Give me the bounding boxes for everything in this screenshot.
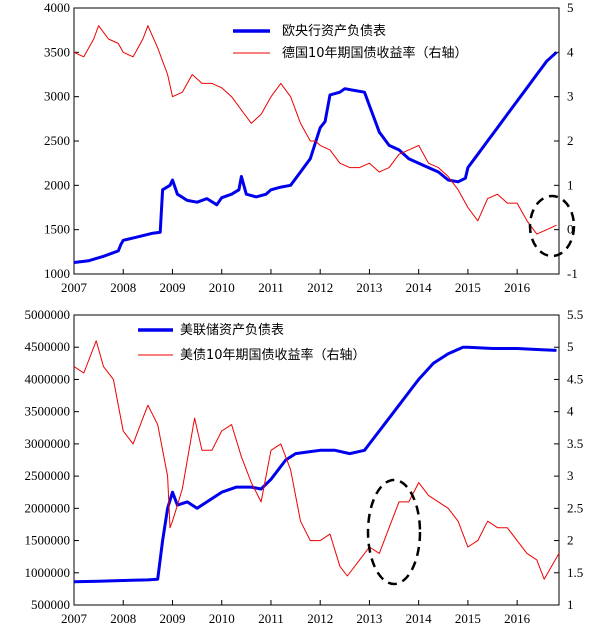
- y-left-tick-label: 3500000: [25, 404, 71, 419]
- y-axis-right: 1 1.5 2 2.5 3 3.5 4 4.5 5 5.5: [554, 307, 583, 612]
- x-tick-label: 2008: [110, 280, 136, 295]
- y-left-tick-label: 4000000: [25, 371, 71, 386]
- y-axis-right: -1 0 1 2 3 4 5: [554, 0, 578, 281]
- highlight-ellipse: [528, 194, 576, 258]
- y-left-tick-label: 2500: [44, 133, 70, 148]
- x-tick-label: 2010: [209, 280, 235, 295]
- legend: 欧央行资产负债表 德国10年期国债收益率（右轴）: [233, 24, 468, 61]
- y-right-tick-label: 5: [567, 339, 574, 354]
- y-axis-left: 1000 1500 2000 2500 3000 3500 4000: [44, 0, 79, 281]
- series-group: [73, 340, 560, 584]
- y-right-tick-label: 3: [567, 468, 574, 483]
- y-left-tick-label: 1500000: [25, 533, 71, 548]
- x-tick-label: 2014: [406, 280, 433, 295]
- x-tick-label: 2012: [307, 611, 333, 626]
- y-left-tick-label: 1000000: [25, 565, 71, 580]
- x-tick-label: 2015: [455, 611, 481, 626]
- highlight-ellipse: [366, 478, 422, 586]
- x-axis: 2007 2008 2009 2010 2011 2012 2013 2014 2015 2016: [61, 600, 531, 626]
- series-line-balance-sheet: [73, 51, 558, 264]
- y-right-tick-label: 2.5: [567, 500, 583, 515]
- y-left-tick-label: 2500000: [25, 468, 71, 483]
- y-left-tick-label: 2000: [44, 177, 70, 192]
- y-right-tick-label: 1: [567, 177, 574, 192]
- y-right-tick-label: 2: [567, 133, 574, 148]
- y-left-tick-label: 1500: [44, 222, 70, 237]
- y-right-tick-label: 5.5: [567, 307, 583, 322]
- y-right-tick-label: 4: [567, 44, 574, 59]
- x-tick-label: 2009: [159, 611, 185, 626]
- x-tick-label: 2014: [406, 611, 433, 626]
- ecb-balance-sheet-chart: 1000 1500 2000 2500 3000 3500 4000 -1 0 1 2 3 4 5 20…: [44, 0, 578, 295]
- y-right-tick-label: 4: [567, 404, 574, 419]
- y-right-tick-label: 5: [567, 0, 574, 15]
- series-line-yield: [73, 25, 557, 235]
- legend-label-bund: 德国10年期国债收益率（右轴）: [282, 45, 468, 61]
- y-right-tick-label: 4.5: [567, 371, 583, 386]
- x-tick-label: 2011: [258, 611, 284, 626]
- x-tick-label: 2007: [61, 611, 88, 626]
- y-left-tick-label: 3500: [44, 44, 70, 59]
- y-right-tick-label: 3.5: [567, 436, 583, 451]
- x-tick-label: 2007: [61, 280, 88, 295]
- x-tick-label: 2015: [455, 280, 481, 295]
- series-group: [73, 25, 558, 264]
- y-left-tick-label: 4000: [44, 0, 70, 15]
- y-right-tick-label: 1: [567, 597, 574, 612]
- series-line-yield: [73, 340, 560, 580]
- y-left-tick-label: 2000000: [25, 500, 71, 515]
- legend-label-ust: 美债10年期国债收益率（右轴）: [180, 347, 366, 363]
- x-tick-label: 2016: [504, 611, 531, 626]
- y-left-tick-label: 3000000: [25, 436, 71, 451]
- legend-label-fed: 美联储资产负债表: [180, 323, 284, 338]
- y-right-tick-label: 0: [567, 222, 574, 237]
- y-left-tick-label: 4500000: [25, 339, 71, 354]
- series-line-balance-sheet: [73, 345, 557, 584]
- plot-frame: [73, 314, 560, 606]
- y-axis-left: 500000 1000000 1500000 2000000 2500000 300000…: [25, 307, 79, 612]
- legend: 美联储资产负债表 美债10年期国债收益率（右轴）: [138, 323, 366, 363]
- y-left-tick-label: 3000: [44, 89, 70, 104]
- x-axis: 2007 2008 2009 2010 2011 2012 2013 2014 2015 2016: [61, 269, 531, 295]
- x-tick-label: 2010: [209, 611, 235, 626]
- x-tick-label: 2013: [356, 280, 382, 295]
- x-tick-label: 2012: [307, 280, 333, 295]
- y-left-tick-label: 500000: [31, 597, 70, 612]
- x-tick-label: 2008: [110, 611, 136, 626]
- y-right-tick-label: 3: [567, 89, 574, 104]
- y-left-tick-label: 5000000: [25, 307, 71, 322]
- y-right-tick-label: -1: [567, 266, 578, 281]
- x-tick-label: 2013: [356, 611, 382, 626]
- x-tick-label: 2011: [258, 280, 284, 295]
- fed-balance-sheet-chart: 500000 1000000 1500000 2000000 2500000 300000…: [25, 307, 584, 626]
- y-right-tick-label: 1.5: [567, 565, 583, 580]
- x-tick-label: 2016: [504, 280, 531, 295]
- legend-label-ecb: 欧央行资产负债表: [282, 24, 386, 39]
- y-left-tick-label: 1000: [44, 266, 70, 281]
- x-tick-label: 2009: [159, 280, 185, 295]
- y-right-tick-label: 2: [567, 533, 574, 548]
